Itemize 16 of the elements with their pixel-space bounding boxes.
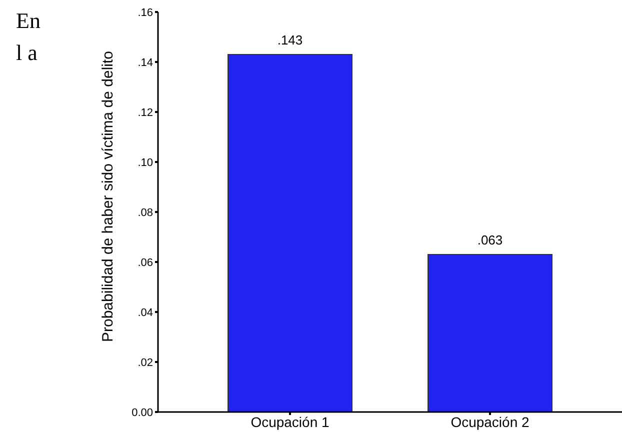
data-label: .063 [477, 232, 503, 248]
y-tick-label: .12 [138, 106, 153, 119]
y-tick-label: 0.00 [132, 406, 153, 419]
y-tick-label: .14 [138, 56, 153, 69]
y-tick-label: .06 [138, 256, 153, 269]
x-tick-label: Ocupación 2 [450, 414, 530, 430]
data-label: .143 [277, 32, 303, 48]
text: l a [16, 40, 38, 66]
y-tick-label: .10 [138, 156, 153, 169]
y-tick-label: .04 [138, 306, 153, 319]
x-tick-label: Ocupación 1 [250, 414, 330, 430]
y-tick-label: .02 [138, 356, 153, 369]
text: En [16, 8, 40, 34]
y-tick-label: .16 [138, 6, 153, 19]
y-axis-title: Probabilidad de haber sido víctima de delito [99, 50, 116, 342]
y-tick-label: .08 [138, 206, 153, 219]
